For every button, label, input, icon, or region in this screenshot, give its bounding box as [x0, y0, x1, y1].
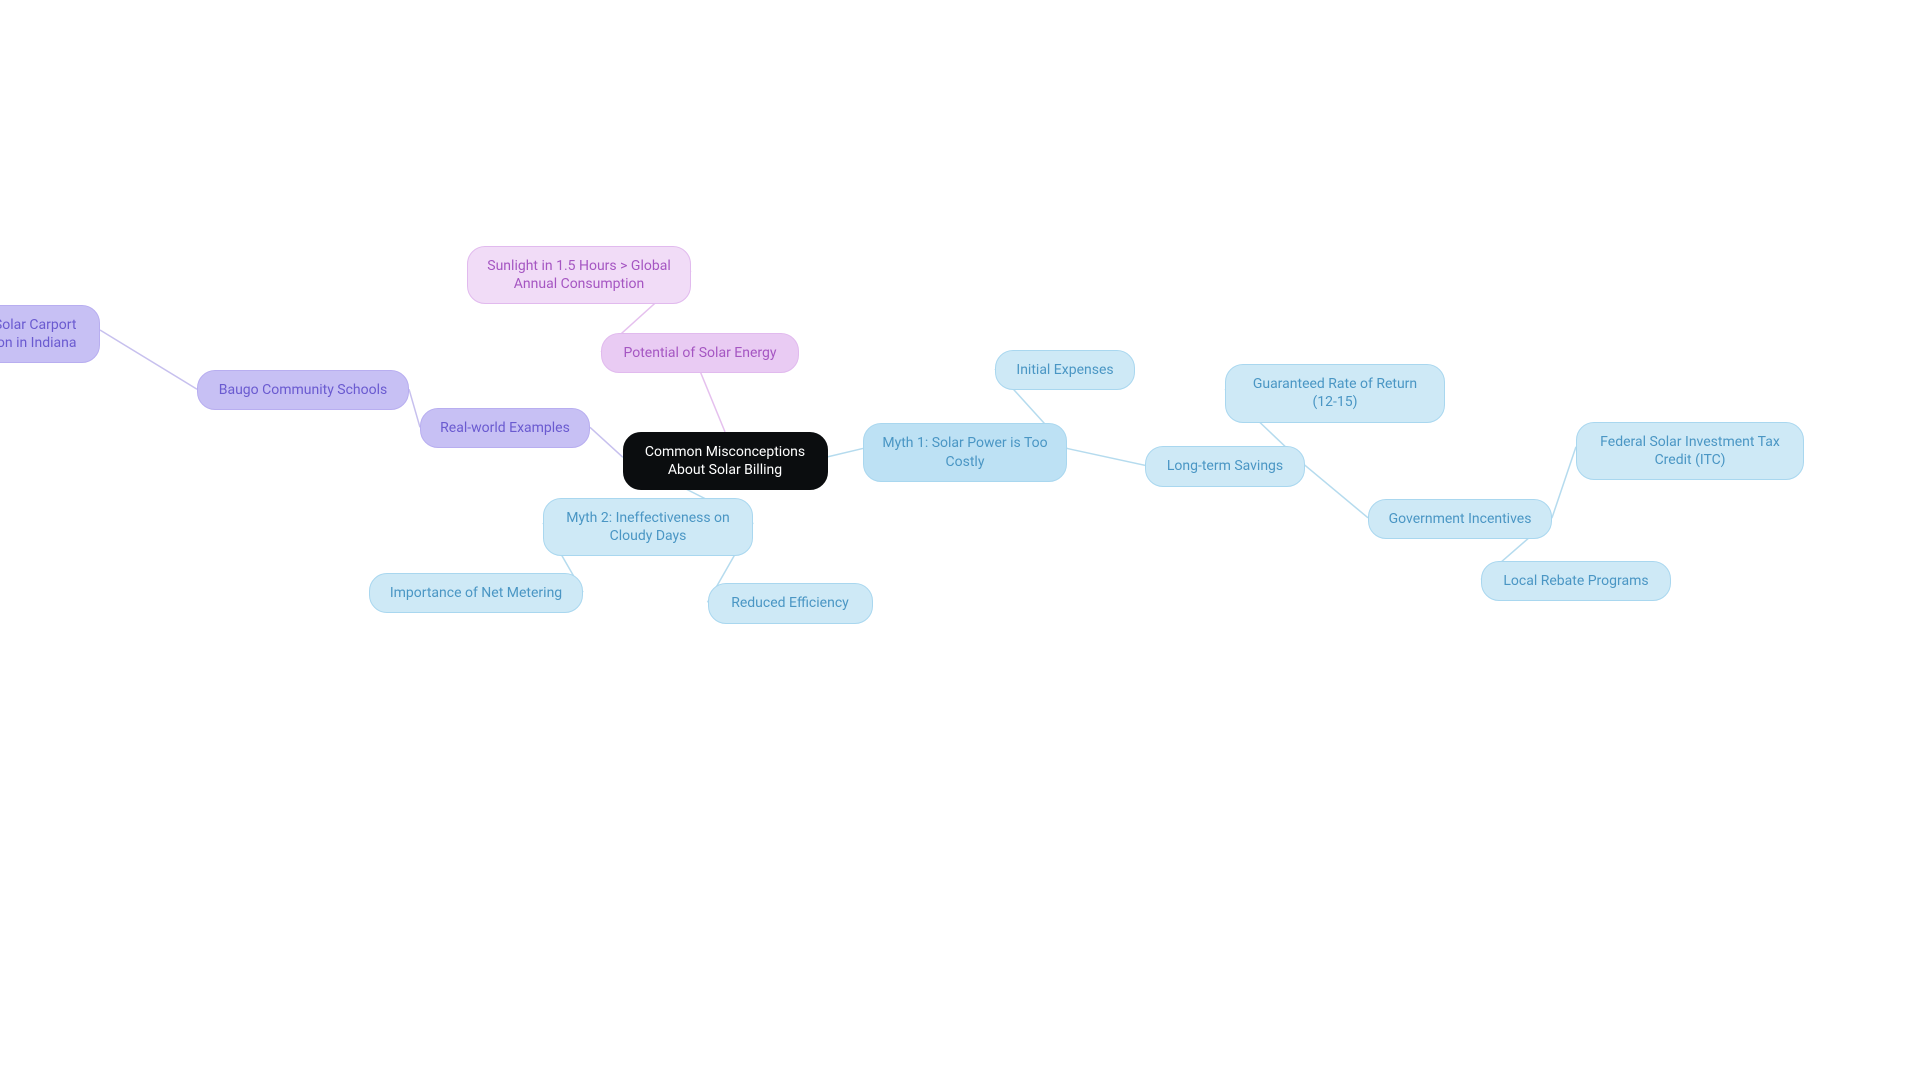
- node-reduced-efficiency[interactable]: Reduced Efficiency: [708, 583, 873, 623]
- node-label: Guaranteed Rate of Return (12-15): [1244, 375, 1426, 411]
- node-label: Initial Expenses: [1016, 361, 1113, 379]
- node-label: Potential of Solar Energy: [623, 344, 776, 362]
- node-label: Myth 1: Solar Power is Too Costly: [882, 434, 1048, 470]
- mindmap-canvas: Common Misconceptions About Solar Billin…: [0, 0, 1920, 1083]
- node-potential[interactable]: Potential of Solar Energy: [601, 333, 799, 373]
- node-label: Baugo Community Schools: [219, 381, 388, 399]
- node-federal-itc[interactable]: Federal Solar Investment Tax Credit (ITC…: [1576, 422, 1804, 480]
- node-label: Government Incentives: [1389, 510, 1532, 528]
- node-label: Reduced Efficiency: [731, 594, 849, 612]
- node-label: Local Rebate Programs: [1503, 572, 1648, 590]
- node-rate-return[interactable]: Guaranteed Rate of Return (12-15): [1225, 364, 1445, 422]
- node-largest-carport[interactable]: Largest Solar Carport Installation in In…: [0, 305, 100, 363]
- node-net-metering[interactable]: Importance of Net Metering: [369, 573, 583, 613]
- node-label: Largest Solar Carport Installation in In…: [0, 316, 81, 352]
- node-label: Federal Solar Investment Tax Credit (ITC…: [1595, 433, 1785, 469]
- node-baugo[interactable]: Baugo Community Schools: [197, 370, 409, 410]
- node-label: Common Misconceptions About Solar Billin…: [642, 443, 809, 479]
- node-label: Myth 2: Ineffectiveness on Cloudy Days: [562, 509, 734, 545]
- node-gov-incentives[interactable]: Government Incentives: [1368, 499, 1552, 539]
- node-label: Real-world Examples: [440, 419, 570, 437]
- node-real-world-examples[interactable]: Real-world Examples: [420, 408, 590, 448]
- node-myth2[interactable]: Myth 2: Ineffectiveness on Cloudy Days: [543, 498, 753, 556]
- node-label: Importance of Net Metering: [390, 584, 562, 602]
- node-sunlight[interactable]: Sunlight in 1.5 Hours > Global Annual Co…: [467, 246, 691, 304]
- node-longterm[interactable]: Long-term Savings: [1145, 446, 1305, 486]
- node-local-rebate[interactable]: Local Rebate Programs: [1481, 561, 1671, 601]
- node-initial-expenses[interactable]: Initial Expenses: [995, 350, 1135, 390]
- node-label: Sunlight in 1.5 Hours > Global Annual Co…: [486, 257, 672, 293]
- node-label: Long-term Savings: [1167, 457, 1283, 475]
- edges-layer: [0, 0, 1920, 1083]
- node-myth1[interactable]: Myth 1: Solar Power is Too Costly: [863, 423, 1067, 481]
- node-root[interactable]: Common Misconceptions About Solar Billin…: [623, 432, 828, 490]
